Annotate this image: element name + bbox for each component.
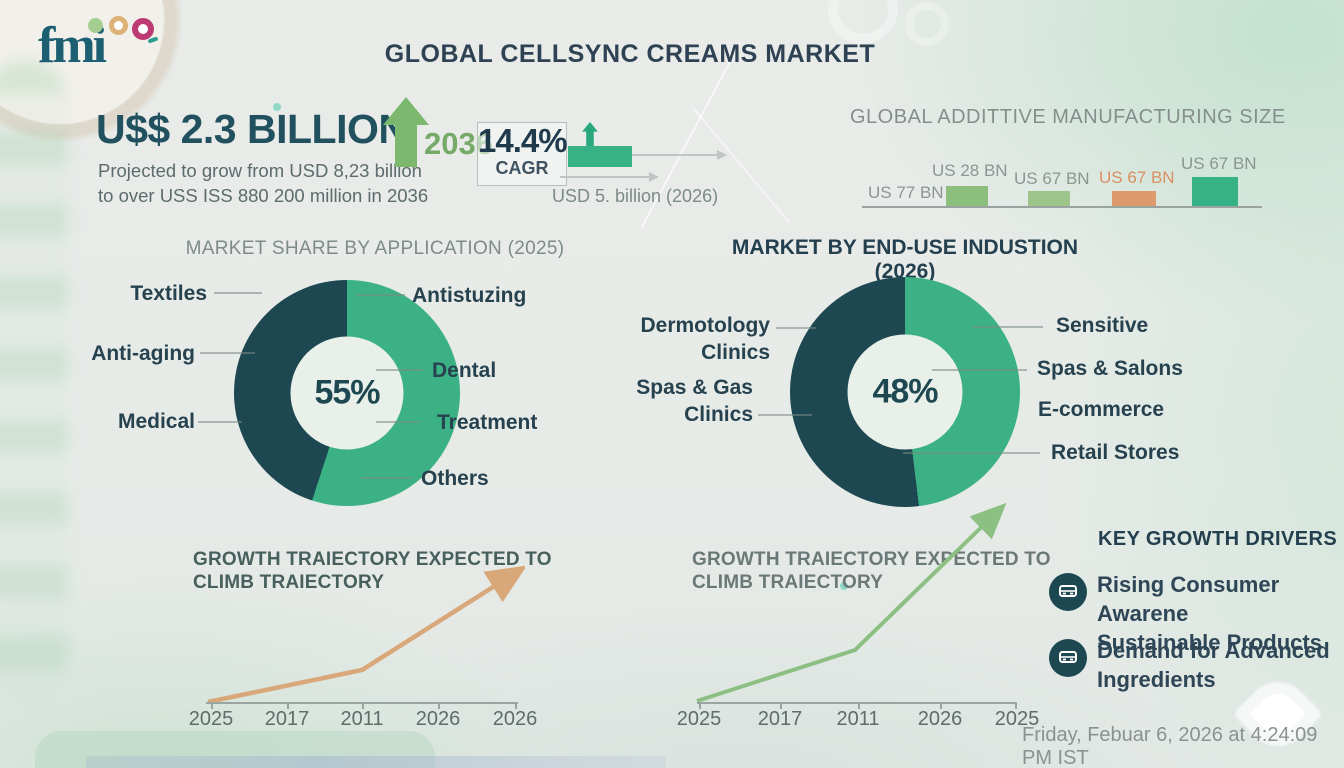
callout-dental: Dental: [432, 359, 497, 382]
callout-spas-salons: Spas & Salons: [1037, 357, 1183, 380]
bar-label: US 28 BN: [932, 161, 1008, 180]
leader-line: [214, 292, 262, 294]
donut-right-center-value: 48%: [872, 372, 938, 411]
page-title: GLOBAL CELLSYNC CREAMS MARKET: [384, 40, 876, 68]
headline-subtitle-line2: to over USS ISS 880 200 million in 2036: [98, 185, 429, 206]
right-arrow-icon: [560, 172, 659, 182]
bar-label: US 67 BN: [1181, 154, 1257, 173]
decor-dot: [840, 582, 848, 590]
footer-datetime: Friday, Febuar 6, 2026 at 4:24:09 PM IST: [1022, 724, 1318, 768]
trend-right-title: GROWTH TRAIECTORY EXPECTED TO CLIMB TRAI…: [692, 549, 1051, 593]
right-arrow-icon: [632, 150, 727, 160]
vehicle-icon: [1049, 639, 1087, 677]
headline-value: U$$ 2.3 BILLION: [96, 106, 408, 152]
usd-note: USD 5. billion (2026): [552, 186, 719, 206]
vehicle-icon: [1049, 573, 1087, 611]
callout-textiles: Textiles: [130, 282, 207, 305]
leader-line: [200, 352, 255, 354]
x-tick-label: 2026: [492, 708, 538, 730]
trend-left-axis: [206, 702, 518, 709]
bar-chart-baseline: [862, 206, 1262, 208]
headline-subtitle-line1: Projected to grow from USD 8,23 billion: [98, 160, 422, 181]
logo-dot-tan: [109, 16, 128, 35]
callout-anti-aging: Anti-aging: [91, 342, 195, 365]
leader-line: [357, 294, 405, 296]
donut-hole: 48%: [847, 334, 963, 450]
trend-left-title: GROWTH TRAIECTORY EXPECTED TO CLIMB TRAI…: [193, 549, 552, 593]
cagr-box: 14.4% CAGR: [477, 122, 568, 186]
x-tick-label: 2017: [757, 708, 803, 730]
callout-spas-gas-clinics: Spas & Gas Clinics: [636, 376, 753, 426]
decor-molecule-ring: [905, 2, 949, 46]
leader-line: [376, 369, 423, 371]
decor-molecule-ring: [828, 0, 898, 44]
leader-line: [198, 421, 242, 423]
leader-line: [932, 369, 1027, 371]
decor-bottom-strip: [86, 756, 666, 768]
bar-lightgreen: [1028, 191, 1070, 206]
teal-bar-shape: [568, 146, 632, 167]
trend-right-axis: [697, 702, 1017, 709]
leader-line: [758, 414, 812, 416]
logo-dot-pink: [132, 18, 154, 40]
decor-dna-strand: [0, 60, 68, 700]
driver-item-1: Rising Consumer Awarene Sustainable Prod…: [1097, 572, 1322, 655]
callout-medical: Medical: [117, 410, 195, 433]
bar-teal: [1192, 177, 1238, 206]
leader-line: [903, 452, 1040, 454]
bar-orange: [1112, 191, 1156, 206]
decor-dot: [273, 103, 281, 111]
x-tick-label: 2011: [836, 708, 880, 730]
fmi-logo: fmi: [30, 8, 160, 88]
callout-e-commerce: E-commerce: [1038, 398, 1165, 421]
x-tick-label: 2025: [188, 708, 234, 730]
growth-up-arrow-icon: [383, 97, 429, 167]
growth-drivers-title: KEY GROWTH DRIVERS: [1098, 528, 1338, 550]
manufacturing-chart-title: GLOBAL ADDITTIVE MANUFACTURING SIZE: [850, 106, 1286, 128]
logo-dot-green: [88, 18, 103, 33]
callout-retail-stores: Retail Stores: [1051, 441, 1180, 464]
callout-others: Others: [421, 467, 489, 490]
x-tick-label: 2026: [415, 708, 461, 730]
callout-sensitive: Sensitive: [1056, 314, 1149, 337]
leader-line: [973, 326, 1043, 328]
cagr-value: 14.4%: [478, 122, 568, 159]
leader-line: [376, 421, 420, 423]
x-tick-label: 2025: [994, 708, 1040, 730]
x-tick-label: 2011: [340, 708, 384, 730]
donut-left-title: MARKET SHARE BY APPLICATION (2025): [185, 238, 565, 259]
donut-left-center-value: 55%: [314, 373, 380, 412]
driver-item-2: Demand for Advanced Ingredients: [1097, 638, 1330, 692]
bar-label-orange: US 67 BN: [1099, 168, 1175, 187]
trend-right-line: [696, 502, 1007, 703]
leader-line: [361, 477, 412, 479]
trend-left-line: [207, 565, 525, 705]
bar-label: US 77 BN: [868, 183, 944, 202]
headline-subtitle: Projected to grow from USD 8,23 billion …: [98, 158, 428, 208]
donut-hole: 55%: [290, 336, 404, 450]
x-tick-label: 2026: [917, 708, 963, 730]
donut-chart-application: 55%: [234, 280, 460, 506]
bar-green: [946, 186, 988, 206]
small-up-arrow-icon: [582, 122, 598, 146]
callout-treatment: Treatment: [437, 411, 538, 434]
callout-dermotology-clinics: Dermotology Clinics: [640, 314, 770, 364]
cagr-label: CAGR: [495, 158, 549, 178]
x-tick-label: 2025: [676, 708, 722, 730]
bar-label: US 67 BN: [1014, 169, 1090, 188]
leader-line: [776, 327, 816, 329]
donut-chart-end-use: 48%: [790, 277, 1020, 507]
x-tick-label: 2017: [264, 708, 310, 730]
callout-antistuzing: Antistuzing: [412, 284, 527, 307]
